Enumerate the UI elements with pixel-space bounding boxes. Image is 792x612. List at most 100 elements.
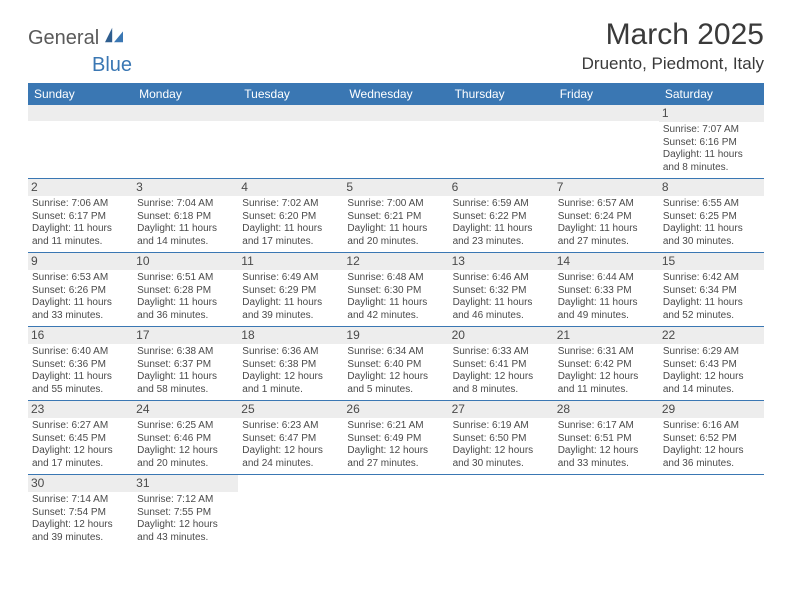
sunset-text: Sunset: 6:33 PM [558, 285, 655, 298]
day-number: 22 [659, 327, 764, 344]
day-number: 25 [238, 401, 343, 418]
sunset-text: Sunset: 6:40 PM [347, 359, 444, 372]
calendar-cell [449, 475, 554, 549]
day-number: 24 [133, 401, 238, 418]
calendar-cell [133, 105, 238, 179]
daylight-text: Daylight: 11 hours [453, 223, 550, 236]
sunset-text: Sunset: 6:42 PM [558, 359, 655, 372]
sunrise-text: Sunrise: 6:21 AM [347, 420, 444, 433]
calendar-cell: 18Sunrise: 6:36 AMSunset: 6:38 PMDayligh… [238, 327, 343, 401]
daylight-text: and 46 minutes. [453, 310, 550, 323]
daylight-text: and 17 minutes. [242, 236, 339, 249]
daylight-text: and 11 minutes. [558, 384, 655, 397]
calendar-cell: 23Sunrise: 6:27 AMSunset: 6:45 PMDayligh… [28, 401, 133, 475]
sunrise-text: Sunrise: 6:38 AM [137, 346, 234, 359]
daylight-text: and 11 minutes. [32, 236, 129, 249]
daylight-text: Daylight: 12 hours [137, 445, 234, 458]
daylight-text: Daylight: 12 hours [558, 371, 655, 384]
sunset-text: Sunset: 6:52 PM [663, 433, 760, 446]
sunrise-text: Sunrise: 6:23 AM [242, 420, 339, 433]
calendar-cell: 1Sunrise: 7:07 AMSunset: 6:16 PMDaylight… [659, 105, 764, 179]
daylight-text: and 55 minutes. [32, 384, 129, 397]
sunset-text: Sunset: 6:21 PM [347, 211, 444, 224]
sunset-text: Sunset: 6:18 PM [137, 211, 234, 224]
calendar-cell: 15Sunrise: 6:42 AMSunset: 6:34 PMDayligh… [659, 253, 764, 327]
calendar-cell: 3Sunrise: 7:04 AMSunset: 6:18 PMDaylight… [133, 179, 238, 253]
day-number: 14 [554, 253, 659, 270]
sunrise-text: Sunrise: 6:29 AM [663, 346, 760, 359]
calendar-cell: 4Sunrise: 7:02 AMSunset: 6:20 PMDaylight… [238, 179, 343, 253]
calendar-cell: 30Sunrise: 7:14 AMSunset: 7:54 PMDayligh… [28, 475, 133, 549]
empty-day-bar [28, 105, 133, 121]
daylight-text: Daylight: 12 hours [242, 371, 339, 384]
sunset-text: Sunset: 6:34 PM [663, 285, 760, 298]
logo-text-blue: Blue [92, 54, 132, 77]
calendar-cell: 6Sunrise: 6:59 AMSunset: 6:22 PMDaylight… [449, 179, 554, 253]
empty-day-bar [238, 105, 343, 121]
day-number: 4 [238, 179, 343, 196]
day-number: 15 [659, 253, 764, 270]
sunset-text: Sunset: 6:20 PM [242, 211, 339, 224]
daylight-text: Daylight: 11 hours [137, 371, 234, 384]
day-number: 13 [449, 253, 554, 270]
sunrise-text: Sunrise: 6:17 AM [558, 420, 655, 433]
calendar-cell: 2Sunrise: 7:06 AMSunset: 6:17 PMDaylight… [28, 179, 133, 253]
daylight-text: and 49 minutes. [558, 310, 655, 323]
day-number: 7 [554, 179, 659, 196]
day-number: 11 [238, 253, 343, 270]
daylight-text: and 30 minutes. [663, 236, 760, 249]
daylight-text: Daylight: 12 hours [453, 445, 550, 458]
sunset-text: Sunset: 7:54 PM [32, 507, 129, 520]
day-number: 16 [28, 327, 133, 344]
daylight-text: Daylight: 12 hours [347, 371, 444, 384]
calendar-week-row: 23Sunrise: 6:27 AMSunset: 6:45 PMDayligh… [28, 401, 764, 475]
daylight-text: Daylight: 12 hours [137, 519, 234, 532]
day-number: 21 [554, 327, 659, 344]
calendar-cell [28, 105, 133, 179]
daylight-text: and 23 minutes. [453, 236, 550, 249]
day-number: 17 [133, 327, 238, 344]
day-number: 30 [28, 475, 133, 492]
calendar-cell: 27Sunrise: 6:19 AMSunset: 6:50 PMDayligh… [449, 401, 554, 475]
calendar-cell: 10Sunrise: 6:51 AMSunset: 6:28 PMDayligh… [133, 253, 238, 327]
calendar-week-row: 1Sunrise: 7:07 AMSunset: 6:16 PMDaylight… [28, 105, 764, 179]
calendar-cell: 12Sunrise: 6:48 AMSunset: 6:30 PMDayligh… [343, 253, 448, 327]
sunset-text: Sunset: 7:55 PM [137, 507, 234, 520]
sunset-text: Sunset: 6:45 PM [32, 433, 129, 446]
calendar-cell: 16Sunrise: 6:40 AMSunset: 6:36 PMDayligh… [28, 327, 133, 401]
sunrise-text: Sunrise: 7:12 AM [137, 494, 234, 507]
sunrise-text: Sunrise: 6:48 AM [347, 272, 444, 285]
sunrise-text: Sunrise: 6:16 AM [663, 420, 760, 433]
daylight-text: Daylight: 11 hours [347, 297, 444, 310]
logo-text-general: General [28, 27, 99, 50]
sunset-text: Sunset: 6:24 PM [558, 211, 655, 224]
sunset-text: Sunset: 6:50 PM [453, 433, 550, 446]
daylight-text: Daylight: 11 hours [32, 371, 129, 384]
logo: General Blue [28, 18, 138, 77]
calendar-header-row: SundayMondayTuesdayWednesdayThursdayFrid… [28, 83, 764, 105]
calendar-cell: 8Sunrise: 6:55 AMSunset: 6:25 PMDaylight… [659, 179, 764, 253]
calendar-cell: 5Sunrise: 7:00 AMSunset: 6:21 PMDaylight… [343, 179, 448, 253]
sunrise-text: Sunrise: 6:46 AM [453, 272, 550, 285]
day-number: 28 [554, 401, 659, 418]
daylight-text: Daylight: 11 hours [663, 297, 760, 310]
sunset-text: Sunset: 6:36 PM [32, 359, 129, 372]
sunset-text: Sunset: 6:29 PM [242, 285, 339, 298]
daylight-text: Daylight: 11 hours [663, 223, 760, 236]
daylight-text: and 5 minutes. [347, 384, 444, 397]
sunrise-text: Sunrise: 7:07 AM [663, 124, 760, 137]
weekday-header: Saturday [659, 83, 764, 105]
sunset-text: Sunset: 6:46 PM [137, 433, 234, 446]
day-number: 3 [133, 179, 238, 196]
calendar-page: GeneralBlue March 2025 Druento, Piedmont… [0, 0, 792, 548]
day-number: 6 [449, 179, 554, 196]
sunrise-text: Sunrise: 6:53 AM [32, 272, 129, 285]
day-number: 10 [133, 253, 238, 270]
daylight-text: Daylight: 12 hours [32, 519, 129, 532]
daylight-text: and 33 minutes. [32, 310, 129, 323]
daylight-text: and 36 minutes. [137, 310, 234, 323]
calendar-cell [343, 475, 448, 549]
calendar-cell: 20Sunrise: 6:33 AMSunset: 6:41 PMDayligh… [449, 327, 554, 401]
calendar-cell: 17Sunrise: 6:38 AMSunset: 6:37 PMDayligh… [133, 327, 238, 401]
calendar-cell: 11Sunrise: 6:49 AMSunset: 6:29 PMDayligh… [238, 253, 343, 327]
